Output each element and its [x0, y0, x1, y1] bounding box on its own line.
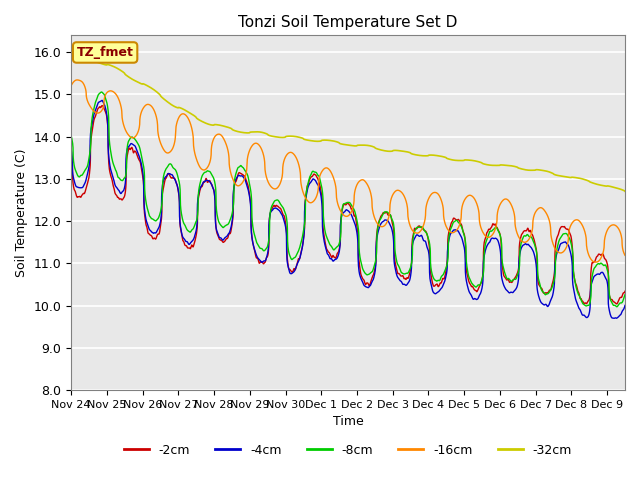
-8cm [304, 182, 312, 188]
-4cm [131, 143, 138, 148]
-8cm [280, 206, 287, 212]
-16cm [551, 245, 559, 251]
-4cm [551, 269, 559, 275]
Legend: -2cm, -4cm, -8cm, -16cm, -32cm: -2cm, -4cm, -8cm, -16cm, -32cm [119, 439, 577, 462]
-16cm [163, 150, 171, 156]
-2cm [280, 212, 287, 218]
Line: -32cm: -32cm [71, 50, 625, 191]
-4cm [611, 315, 618, 321]
-2cm [131, 148, 138, 154]
-2cm [67, 152, 75, 157]
-2cm [611, 299, 618, 305]
-32cm [163, 99, 171, 105]
-32cm [621, 188, 628, 194]
-4cm [610, 315, 618, 321]
-2cm [99, 103, 106, 108]
-8cm [131, 136, 138, 142]
-2cm [613, 301, 621, 307]
-16cm [280, 159, 287, 165]
Text: TZ_fmet: TZ_fmet [77, 46, 134, 59]
-4cm [163, 172, 171, 178]
-16cm [592, 259, 600, 265]
-4cm [98, 97, 106, 103]
-8cm [613, 304, 621, 310]
Line: -8cm: -8cm [71, 92, 625, 307]
-16cm [611, 222, 618, 228]
Title: Tonzi Soil Temperature Set D: Tonzi Soil Temperature Set D [238, 15, 458, 30]
-32cm [131, 78, 138, 84]
-32cm [304, 137, 312, 143]
-4cm [280, 216, 287, 222]
-16cm [131, 134, 138, 140]
-16cm [74, 77, 81, 83]
-4cm [621, 302, 628, 308]
-8cm [611, 302, 618, 308]
-8cm [163, 164, 171, 170]
-8cm [97, 89, 105, 95]
-16cm [304, 198, 312, 204]
-32cm [68, 47, 76, 53]
-2cm [304, 182, 312, 188]
-8cm [621, 292, 628, 298]
-32cm [280, 134, 287, 140]
Line: -16cm: -16cm [71, 80, 625, 262]
Line: -2cm: -2cm [71, 106, 625, 304]
-8cm [67, 133, 75, 139]
Y-axis label: Soil Temperature (C): Soil Temperature (C) [15, 148, 28, 277]
-16cm [67, 83, 75, 88]
-4cm [67, 146, 75, 152]
-32cm [551, 172, 559, 178]
-32cm [67, 48, 75, 53]
X-axis label: Time: Time [333, 415, 364, 428]
-8cm [551, 275, 559, 281]
-32cm [611, 185, 618, 191]
Line: -4cm: -4cm [71, 100, 625, 318]
-2cm [621, 288, 628, 294]
-16cm [621, 252, 628, 258]
-4cm [304, 185, 312, 191]
-2cm [163, 172, 171, 178]
-2cm [551, 268, 559, 274]
